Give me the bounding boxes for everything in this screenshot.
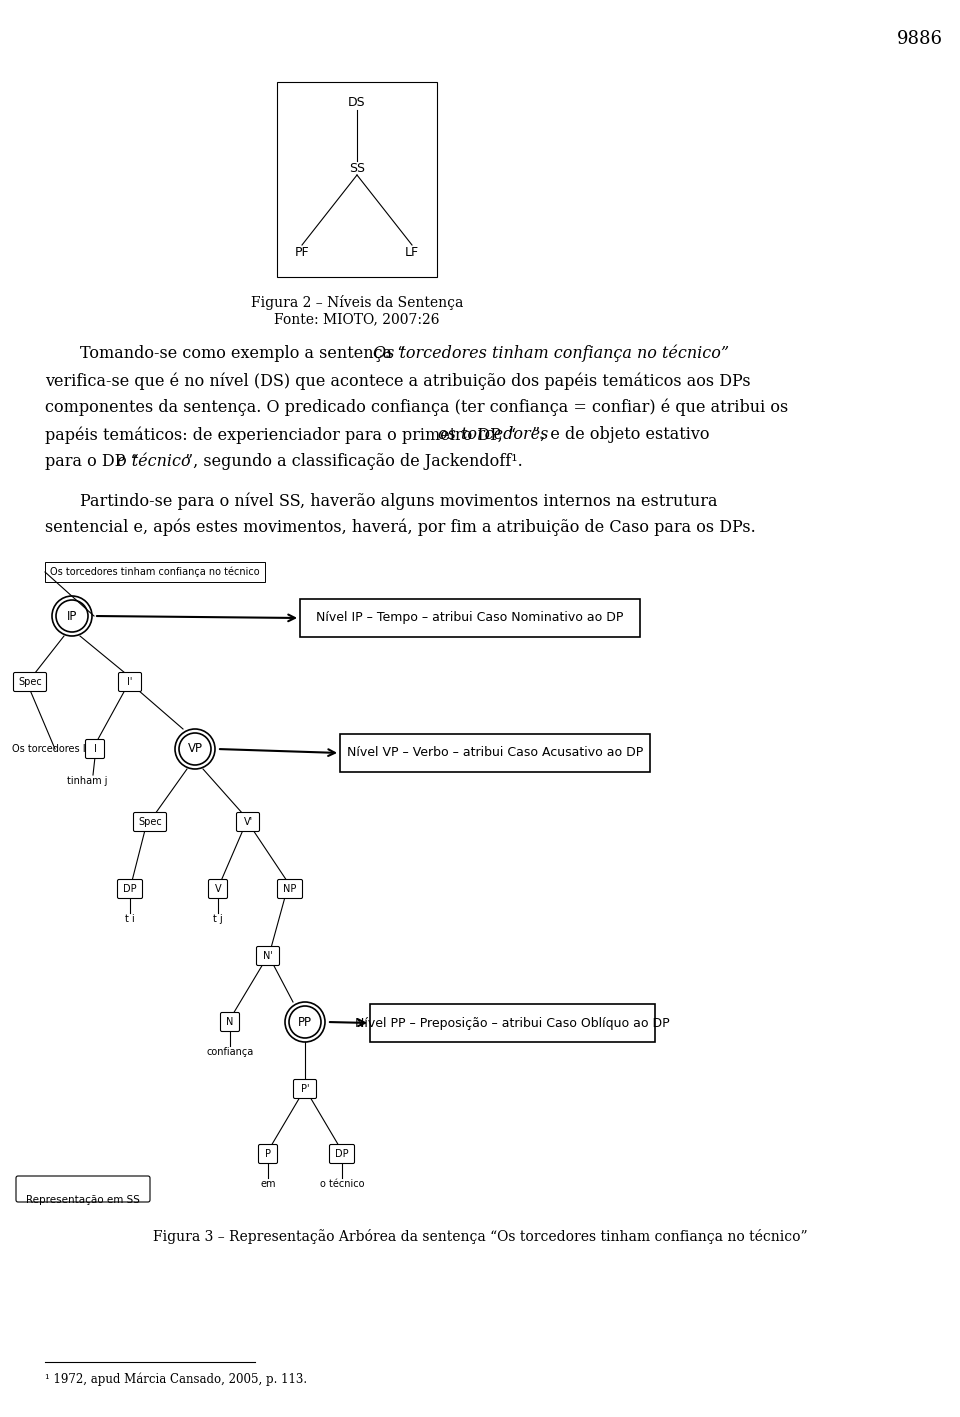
Text: Figura 2 – Níveis da Sentença: Figura 2 – Níveis da Sentença <box>251 295 463 310</box>
FancyBboxPatch shape <box>277 880 302 898</box>
FancyBboxPatch shape <box>256 947 279 965</box>
Text: N: N <box>227 1017 233 1027</box>
Text: I': I' <box>128 677 132 687</box>
Bar <box>300 599 640 638</box>
Text: ”, segundo a classificação de Jackendoff¹.: ”, segundo a classificação de Jackendoff… <box>185 453 523 470</box>
FancyBboxPatch shape <box>294 1080 317 1098</box>
Text: Spec: Spec <box>18 677 42 687</box>
Bar <box>45 563 265 582</box>
Text: papéis temáticos: de experienciador para o primeiro DP, “: papéis temáticos: de experienciador para… <box>45 427 516 444</box>
Text: Os torcedores tinham confiança no técnico: Os torcedores tinham confiança no técnic… <box>50 567 260 577</box>
Text: Nível PP – Preposição – atribui Caso Oblíquo ao DP: Nível PP – Preposição – atribui Caso Obl… <box>355 1016 670 1030</box>
Text: V: V <box>215 884 222 894</box>
Text: Figura 3 – Representação Arbórea da sentença “Os torcedores tinham confiança no : Figura 3 – Representação Arbórea da sent… <box>153 1229 807 1244</box>
Text: IP: IP <box>67 609 77 622</box>
Text: para o DP “: para o DP “ <box>45 453 139 470</box>
Text: I: I <box>93 744 96 754</box>
Text: Os torcedores tinham confiança no técnico”: Os torcedores tinham confiança no técnic… <box>373 344 729 363</box>
Text: VP: VP <box>187 743 203 755</box>
Text: o técnico: o técnico <box>320 1179 364 1189</box>
Text: P: P <box>265 1149 271 1159</box>
FancyBboxPatch shape <box>329 1145 354 1163</box>
Text: o técnico: o técnico <box>117 453 191 470</box>
Bar <box>340 734 650 772</box>
Text: Spec: Spec <box>138 818 162 828</box>
Text: DP: DP <box>123 884 137 894</box>
Text: DP: DP <box>335 1149 348 1159</box>
FancyBboxPatch shape <box>118 673 141 691</box>
Text: Representação em SS: Representação em SS <box>26 1195 140 1204</box>
Text: P': P' <box>300 1084 309 1094</box>
Text: Tomando-se como exemplo a sentença “: Tomando-se como exemplo a sentença “ <box>80 344 405 361</box>
Text: Nível IP – Tempo – atribui Caso Nominativo ao DP: Nível IP – Tempo – atribui Caso Nominati… <box>316 612 624 625</box>
FancyBboxPatch shape <box>221 1013 239 1032</box>
Bar <box>277 82 437 276</box>
Text: componentes da sentença. O predicado confiança (ter confiança = confiar) é que a: componentes da sentença. O predicado con… <box>45 400 788 417</box>
FancyBboxPatch shape <box>133 812 166 832</box>
Text: Partindo-se para o nível SS, haverão alguns movimentos internos na estrutura: Partindo-se para o nível SS, haverão alg… <box>80 492 717 510</box>
Text: em: em <box>260 1179 276 1189</box>
FancyBboxPatch shape <box>236 812 259 832</box>
Text: PF: PF <box>295 245 309 258</box>
Text: verifica-se que é no nível (DS) que acontece a atribuição dos papéis temáticos a: verifica-se que é no nível (DS) que acon… <box>45 373 751 390</box>
Text: t j: t j <box>213 914 223 924</box>
Text: SS: SS <box>349 162 365 174</box>
Text: DS: DS <box>348 96 366 109</box>
Text: N': N' <box>263 951 273 961</box>
FancyBboxPatch shape <box>85 740 105 758</box>
Text: PP: PP <box>298 1016 312 1029</box>
Text: confiança: confiança <box>206 1047 253 1057</box>
Text: ¹ 1972, apud Márcia Cansado, 2005, p. 113.: ¹ 1972, apud Márcia Cansado, 2005, p. 11… <box>45 1372 307 1386</box>
Text: Fonte: MIOTO, 2007:26: Fonte: MIOTO, 2007:26 <box>275 312 440 326</box>
Text: V': V' <box>244 818 252 828</box>
Text: Nível VP – Verbo – atribui Caso Acusativo ao DP: Nível VP – Verbo – atribui Caso Acusativ… <box>347 747 643 760</box>
FancyBboxPatch shape <box>258 1145 277 1163</box>
FancyBboxPatch shape <box>13 673 46 691</box>
Text: t i: t i <box>125 914 134 924</box>
Text: os torcedores: os torcedores <box>438 427 548 444</box>
FancyBboxPatch shape <box>117 880 142 898</box>
Text: Os torcedores I: Os torcedores I <box>12 744 85 754</box>
Bar <box>370 1005 655 1041</box>
Text: tinham j: tinham j <box>67 777 108 786</box>
Text: ”, e de objeto estativo: ”, e de objeto estativo <box>532 427 709 444</box>
FancyBboxPatch shape <box>208 880 228 898</box>
Text: sentencial e, após estes movimentos, haverá, por fim a atribuição de Caso para o: sentencial e, após estes movimentos, hav… <box>45 519 756 537</box>
Text: LF: LF <box>405 245 420 258</box>
FancyBboxPatch shape <box>16 1176 150 1202</box>
Text: 9886: 9886 <box>897 30 943 48</box>
Text: NP: NP <box>283 884 297 894</box>
